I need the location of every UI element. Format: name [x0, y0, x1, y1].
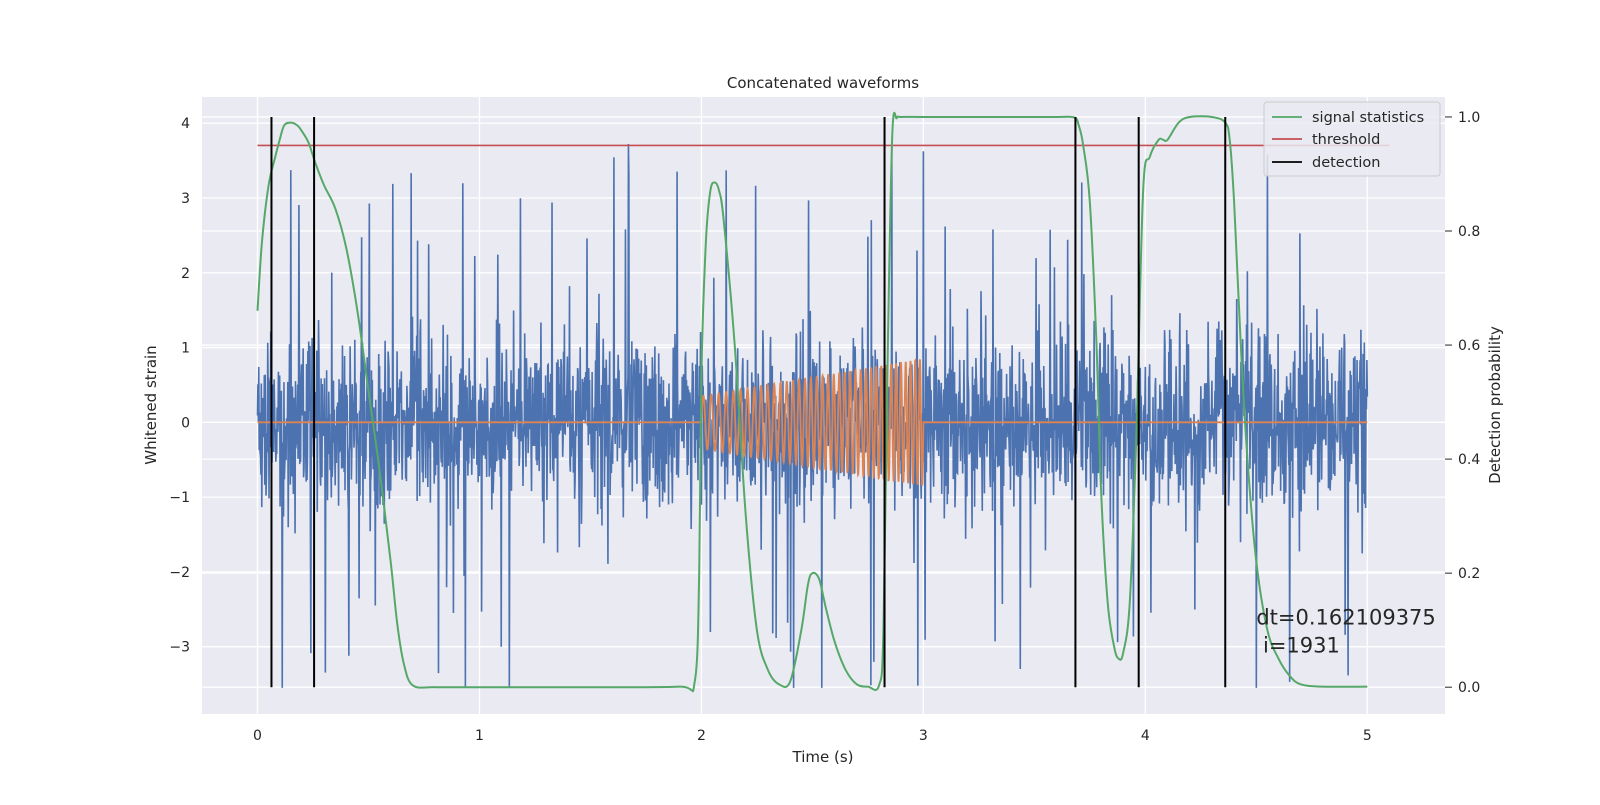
x-tick-label: 2 — [697, 728, 706, 744]
x-tick-label: 5 — [1363, 728, 1372, 744]
y-tick-label: −3 — [169, 640, 190, 656]
annotation-dt: dt=0.162109375 — [1256, 605, 1435, 629]
y2-tick-label: 0.2 — [1458, 566, 1480, 582]
injected-signal-series — [257, 357, 1368, 486]
y-axis-label: Whitened strain — [142, 345, 160, 464]
y2-tick-label: 0.6 — [1458, 338, 1480, 354]
y2-axis-label: Detection probability — [1486, 326, 1504, 484]
x-axis-label: Time (s) — [792, 748, 854, 766]
noise-line — [256, 141, 1369, 688]
signal-statistics-line — [256, 111, 1368, 693]
x-tick-label: 4 — [1141, 728, 1150, 744]
annotation-i: i=1931 — [1256, 633, 1340, 657]
detection-lines — [270, 116, 1227, 688]
legend-label-signal-statistics: signal statistics — [1312, 110, 1424, 126]
chart-title: Concatenated waveforms — [727, 74, 919, 92]
y-tick-label: 2 — [181, 266, 190, 282]
y2-tick-label: 0.8 — [1458, 224, 1480, 240]
y-tick-label: −2 — [169, 565, 190, 581]
y-tick-label: 0 — [181, 415, 190, 431]
y-tick-label: 1 — [181, 341, 190, 357]
signal-statistics-series — [256, 111, 1368, 693]
y-tick-label: 4 — [181, 116, 190, 132]
x-tick-label: 0 — [253, 728, 262, 744]
y-tick-label: 3 — [181, 191, 190, 207]
x-tick-label: 1 — [475, 728, 484, 744]
noise-series — [256, 141, 1369, 688]
legend-label-threshold: threshold — [1312, 132, 1380, 148]
legend-label-detection: detection — [1312, 155, 1380, 171]
x-tick-label: 3 — [919, 728, 928, 744]
y2-tick-label: 0.0 — [1458, 680, 1480, 696]
y2-tick-label: 0.4 — [1458, 452, 1480, 468]
y-tick-label: −1 — [169, 490, 190, 506]
legend: signal statistics threshold detection — [1263, 101, 1441, 177]
y2-tick-label: 1.0 — [1458, 110, 1480, 126]
tick-labels: 0 1 2 3 4 5 −3 −2 −1 0 1 2 3 4 0.0 0.2 0.4 0.6 0.8 1.0 — [169, 110, 1480, 744]
legend-box — [1263, 101, 1441, 177]
injected-signal-line — [257, 357, 1368, 486]
